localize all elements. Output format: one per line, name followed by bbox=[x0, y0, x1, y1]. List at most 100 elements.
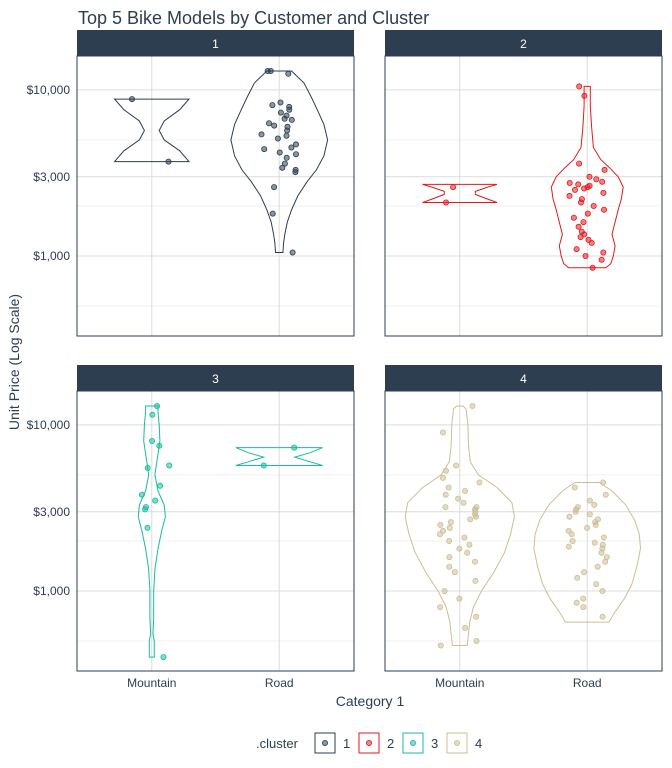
data-point bbox=[265, 120, 272, 127]
data-point bbox=[565, 543, 572, 550]
legend-key-point bbox=[453, 740, 460, 747]
chart-title: Top 5 Bike Models by Customer and Cluste… bbox=[78, 8, 429, 28]
data-point bbox=[593, 581, 600, 588]
data-point bbox=[588, 239, 595, 246]
data-point bbox=[289, 249, 296, 256]
data-point bbox=[594, 563, 601, 570]
data-point bbox=[442, 467, 449, 474]
data-point bbox=[446, 554, 453, 561]
data-point bbox=[599, 613, 606, 620]
facet-strip bbox=[385, 365, 662, 391]
data-point bbox=[258, 131, 265, 138]
data-point bbox=[573, 599, 580, 606]
panel-cluster-1: 1 $1,000 $3,000 $10,000 bbox=[27, 30, 355, 337]
y-axis-title: Unit Price (Log Scale) bbox=[6, 294, 22, 430]
panel-border bbox=[384, 55, 663, 337]
data-point bbox=[600, 189, 607, 196]
data-point bbox=[574, 574, 581, 581]
panel-cluster-3: 3 $1,000 $3,000 $10,000 Mountain Road bbox=[27, 365, 355, 690]
data-point bbox=[575, 223, 582, 230]
panel-cluster-2: 2 bbox=[384, 30, 663, 337]
data-point bbox=[277, 109, 284, 116]
facet-strip bbox=[77, 365, 354, 391]
facet-strip-label: 2 bbox=[520, 37, 527, 51]
facet-strip bbox=[77, 30, 354, 56]
data-point bbox=[591, 539, 598, 546]
data-point bbox=[473, 638, 480, 645]
data-point bbox=[156, 442, 163, 449]
data-point bbox=[277, 99, 284, 106]
data-point bbox=[442, 199, 449, 206]
legend-key-point bbox=[409, 740, 416, 747]
data-point bbox=[447, 519, 454, 526]
data-point bbox=[451, 569, 458, 576]
panel-border bbox=[76, 390, 355, 672]
data-point bbox=[593, 176, 600, 183]
data-point bbox=[453, 462, 460, 469]
panel-cluster-4: 4 Mountain Road bbox=[384, 365, 663, 690]
data-point bbox=[586, 173, 593, 180]
data-point bbox=[292, 151, 299, 158]
legend: .cluster 1 2 3 4 bbox=[256, 732, 482, 754]
data-point bbox=[580, 595, 587, 602]
data-point bbox=[144, 464, 151, 471]
facet-strip bbox=[385, 30, 662, 56]
data-point bbox=[456, 545, 463, 552]
x-tick-label: Mountain bbox=[127, 676, 176, 690]
violin-road bbox=[533, 482, 642, 623]
data-point bbox=[142, 506, 149, 513]
data-point bbox=[148, 437, 155, 444]
data-point bbox=[442, 504, 449, 511]
data-point bbox=[580, 604, 587, 611]
data-point bbox=[439, 429, 446, 436]
data-point bbox=[584, 524, 591, 531]
data-point bbox=[598, 549, 605, 556]
facet-strip-label: 4 bbox=[520, 372, 527, 386]
data-point bbox=[586, 511, 593, 518]
x-tick-label: Mountain bbox=[435, 676, 484, 690]
data-point bbox=[573, 246, 580, 253]
data-point bbox=[269, 210, 276, 217]
data-point bbox=[461, 487, 468, 494]
data-point bbox=[576, 160, 583, 167]
legend-label: 3 bbox=[431, 736, 438, 751]
data-point bbox=[436, 531, 443, 538]
data-point bbox=[601, 166, 608, 173]
data-point bbox=[476, 479, 483, 486]
data-point bbox=[599, 178, 606, 185]
legend-label: 4 bbox=[475, 736, 482, 751]
data-point bbox=[288, 116, 295, 123]
data-point bbox=[461, 534, 468, 541]
data-point bbox=[446, 538, 453, 545]
data-point bbox=[566, 513, 573, 520]
violin-mountain bbox=[422, 183, 498, 203]
data-point bbox=[591, 501, 598, 508]
data-point bbox=[602, 491, 609, 498]
legend-key-point bbox=[365, 740, 372, 747]
data-point bbox=[442, 491, 449, 498]
violin-mountain bbox=[404, 405, 515, 646]
data-point bbox=[566, 179, 573, 186]
data-point bbox=[581, 569, 588, 576]
data-point bbox=[269, 102, 276, 109]
data-point bbox=[466, 541, 473, 548]
panel-border bbox=[384, 390, 663, 672]
violin-road bbox=[235, 447, 323, 466]
data-point bbox=[281, 115, 288, 122]
data-point bbox=[460, 499, 467, 506]
data-point bbox=[154, 402, 161, 409]
data-point bbox=[166, 462, 173, 469]
data-point bbox=[445, 484, 452, 491]
data-point bbox=[286, 106, 293, 113]
data-point bbox=[576, 83, 583, 90]
data-point bbox=[471, 558, 478, 565]
data-point bbox=[598, 256, 605, 263]
data-point bbox=[128, 96, 135, 103]
data-point bbox=[165, 158, 172, 165]
data-point bbox=[292, 169, 299, 176]
data-point bbox=[160, 654, 167, 661]
data-point bbox=[138, 491, 145, 498]
data-point bbox=[590, 202, 597, 209]
data-point bbox=[600, 249, 607, 256]
